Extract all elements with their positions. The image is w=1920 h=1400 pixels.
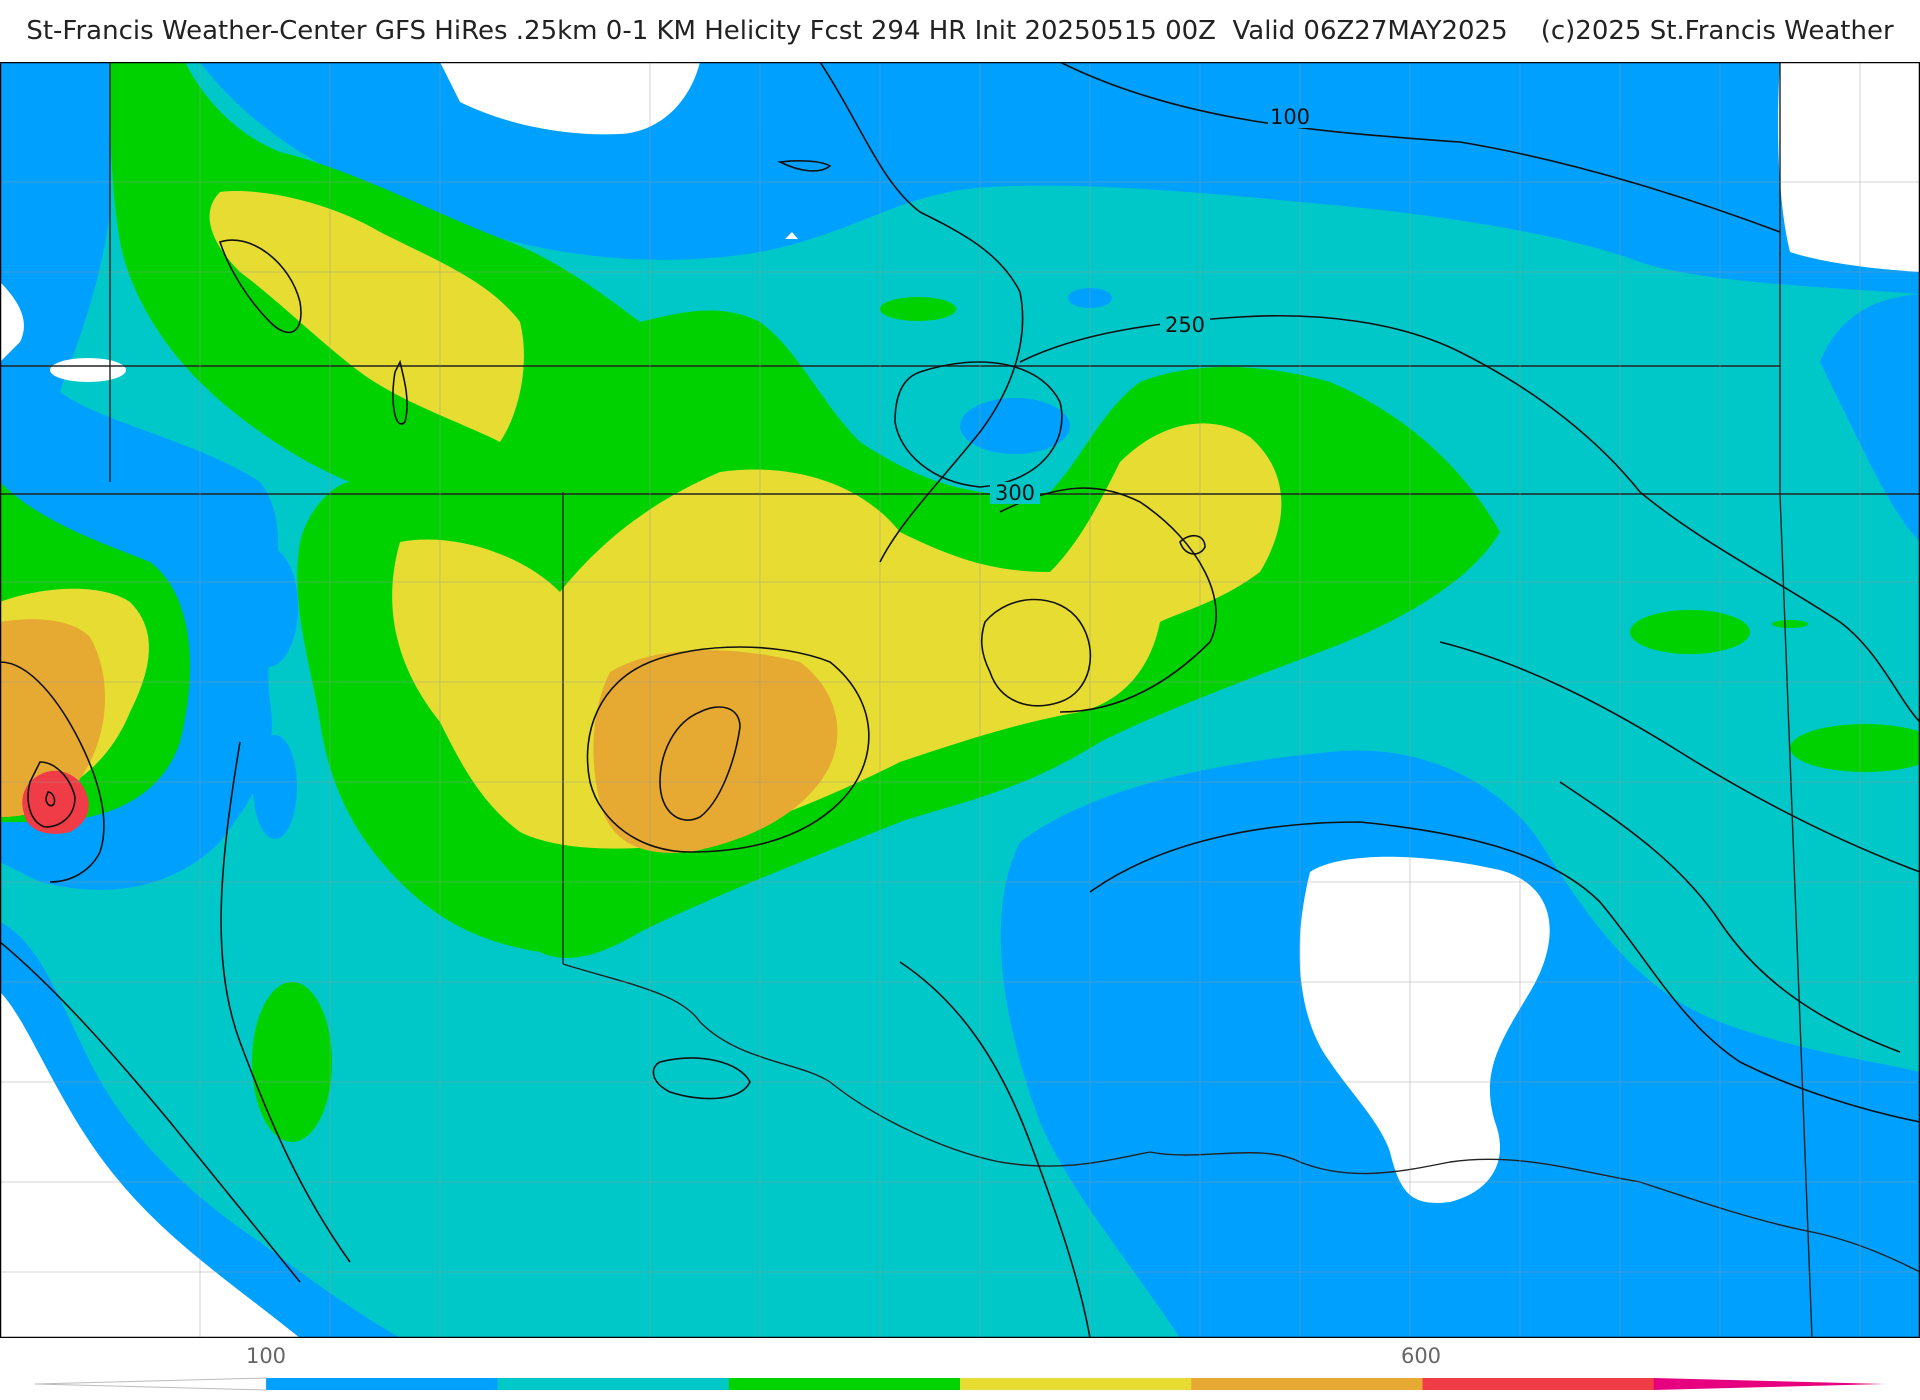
green-blob-east-1 bbox=[1630, 610, 1750, 654]
legend-bin-700-800 bbox=[1653, 1378, 1885, 1390]
green-blob-east-3 bbox=[1772, 620, 1808, 628]
contour-line-20 bbox=[1439, 641, 1920, 873]
legend-bin-600-700 bbox=[1422, 1378, 1655, 1390]
contour-line-13 bbox=[27, 761, 76, 828]
contour-line-22 bbox=[652, 1057, 751, 1100]
white-region-southwest bbox=[0, 992, 300, 1338]
orange-region-west bbox=[0, 619, 105, 817]
contour-line-14 bbox=[45, 791, 56, 807]
legend-bin-50-100 bbox=[34, 1377, 267, 1391]
county-vertical-line bbox=[199, 62, 1861, 1338]
county-horizontal-line bbox=[0, 181, 1920, 1273]
yellow-blob-east bbox=[955, 600, 1075, 684]
contour-line-15 bbox=[0, 941, 301, 1283]
green-blob-north bbox=[880, 297, 956, 321]
shade-below-100 bbox=[0, 62, 1920, 1338]
color-legend: 100 600 bbox=[0, 1338, 1920, 1400]
contour-line-19 bbox=[1559, 781, 1901, 1053]
orange-region-central bbox=[593, 650, 838, 853]
white-region-west bbox=[0, 282, 24, 362]
white-region-northeast bbox=[1778, 62, 1920, 272]
contour-line-7 bbox=[586, 646, 870, 853]
helicity-map: 100 250 300 bbox=[0, 62, 1920, 1338]
shade-500-600 bbox=[0, 619, 838, 853]
legend-bin-500-600 bbox=[1191, 1378, 1423, 1390]
blue-blob-west-2 bbox=[238, 547, 298, 667]
blue-blob-central bbox=[960, 398, 1070, 454]
contour-line-8 bbox=[659, 706, 741, 821]
legend-bin-300-400 bbox=[728, 1378, 961, 1390]
contour-line-9 bbox=[218, 239, 302, 334]
contour-line-11 bbox=[1179, 534, 1206, 555]
contour-line-17 bbox=[899, 961, 1091, 1338]
contour-line-12 bbox=[0, 661, 105, 883]
county-grid bbox=[0, 62, 1920, 1338]
contour-line-18 bbox=[1089, 821, 1920, 1123]
contour-line-5 bbox=[999, 487, 1217, 713]
contour-line-10 bbox=[392, 359, 408, 425]
legend-tick-600: 600 bbox=[1400, 1344, 1442, 1368]
map-title: St-Francis Weather-Center GFS HiRes .25k… bbox=[26, 16, 1894, 46]
contour-label-100: 100 bbox=[1270, 105, 1310, 129]
contour-line-21 bbox=[777, 160, 832, 172]
contour-label-group: 100 250 300 bbox=[990, 105, 1312, 505]
white-blob-west bbox=[50, 358, 126, 382]
white-region-north bbox=[440, 62, 700, 135]
contour-line-2 bbox=[819, 62, 1024, 563]
blue-blob-west-1 bbox=[253, 735, 297, 839]
boundary-line-5 bbox=[1779, 62, 1813, 1338]
yellow-region-northwest bbox=[209, 191, 524, 442]
contour-line-1 bbox=[1059, 62, 1781, 233]
white-region-southeast bbox=[1299, 856, 1550, 1203]
blue-region-east-edge bbox=[1820, 294, 1920, 542]
blue-region-top bbox=[0, 62, 1920, 294]
legend-bin-400-500 bbox=[960, 1378, 1192, 1390]
contour-label-250: 250 bbox=[1165, 313, 1205, 337]
boundary-lines bbox=[0, 62, 1920, 1338]
contour-line-16 bbox=[220, 741, 351, 1263]
white-blob-tiny bbox=[785, 232, 798, 239]
legend-bin-100-200 bbox=[266, 1378, 498, 1390]
contour-line-6 bbox=[980, 598, 1092, 707]
green-blob-east-2 bbox=[1790, 724, 1920, 772]
contour-label-300: 300 bbox=[995, 481, 1035, 505]
boundary-line-6 bbox=[562, 963, 1920, 1273]
legend-colorbar bbox=[34, 1377, 1885, 1391]
legend-bin-200-300 bbox=[497, 1378, 730, 1390]
green-blob-southwest bbox=[252, 982, 332, 1142]
legend-tick-100: 100 bbox=[245, 1344, 287, 1368]
